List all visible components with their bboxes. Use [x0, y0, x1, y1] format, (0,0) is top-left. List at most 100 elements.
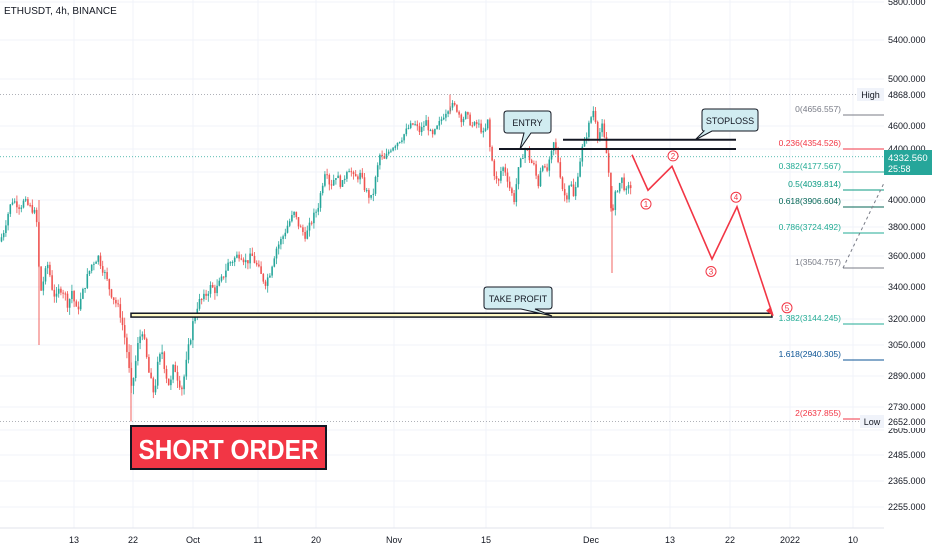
candle-body — [203, 293, 205, 300]
last-price-value: 4332.560 — [888, 153, 928, 164]
candle-body — [176, 372, 179, 381]
candle-body — [75, 301, 78, 307]
candle-body — [574, 187, 577, 197]
candle-body — [374, 176, 377, 194]
candle-body — [361, 172, 364, 178]
take-profit-zone — [130, 312, 773, 318]
candle-body — [343, 178, 346, 181]
time-axis[interactable]: 13 22 Oct 11 20 Nov 15 Dec 13 22 2022 10 — [69, 535, 858, 545]
time-axis-label: 20 — [311, 535, 321, 545]
candle-body — [288, 221, 291, 226]
candle-body — [148, 357, 150, 373]
candle-body — [596, 121, 599, 139]
candle-body — [244, 260, 247, 263]
candle-body — [150, 372, 152, 379]
time-axis-label: Dec — [583, 535, 600, 545]
candle-body — [154, 385, 157, 393]
candle-body — [218, 280, 221, 286]
wave-label: 2 — [671, 152, 676, 161]
candle-body — [119, 304, 122, 318]
elliott-wave-projection[interactable]: 1 2 3 4 5 — [631, 150, 793, 317]
price-axis-label: 2255.000 — [888, 502, 926, 512]
candle-body — [44, 268, 47, 282]
price-axis-label: 3800.000 — [888, 222, 926, 232]
entry-callout[interactable]: ENTRY — [503, 110, 552, 150]
price-axis-label: 3050.000 — [888, 340, 926, 350]
candle-body — [170, 379, 172, 386]
candle-body — [229, 262, 232, 264]
candle-body — [143, 334, 146, 339]
candle-body — [172, 364, 174, 380]
candle-body — [104, 272, 106, 274]
candle-body — [599, 132, 601, 139]
short-order-label: SHORT ORDER — [139, 434, 319, 465]
short-order-banner: SHORT ORDER — [130, 425, 327, 470]
candle-body — [583, 139, 586, 147]
candle-body — [286, 225, 289, 233]
candle-body — [60, 288, 62, 293]
candle-body — [427, 120, 430, 131]
candle-body — [390, 150, 392, 152]
fib-level-label: 0(4656.557) — [795, 104, 841, 114]
symbol-title: ETHUSDT, 4h, BINANCE — [4, 6, 117, 17]
candle-body — [467, 112, 469, 115]
candle-body — [456, 104, 458, 112]
candle-body — [205, 293, 207, 296]
candle-body — [95, 261, 97, 264]
candle-body — [603, 123, 606, 138]
candle-body — [539, 170, 542, 187]
candle-body — [381, 154, 383, 157]
price-axis-label: 4000.000 — [888, 195, 926, 205]
candle-body — [117, 303, 119, 305]
candle-body — [49, 264, 51, 276]
candle-body — [13, 201, 16, 203]
candle-body — [123, 325, 126, 338]
candle-body — [618, 182, 621, 192]
candle-body — [398, 141, 401, 143]
candle-body — [134, 361, 137, 378]
candle-body — [62, 292, 64, 294]
candle-body — [225, 270, 227, 278]
candle-body — [352, 172, 355, 175]
candle-body — [269, 275, 271, 278]
candle-body — [71, 290, 73, 300]
candle-body — [42, 281, 45, 291]
candle-body — [198, 299, 201, 309]
candle-body — [447, 111, 449, 114]
candle-body — [524, 149, 526, 159]
candle-body — [407, 127, 410, 129]
candle-body — [420, 127, 423, 133]
candle-body — [284, 232, 287, 237]
candle-body — [128, 352, 130, 369]
candle-body — [544, 166, 546, 168]
high-price-tag: High 4868.000 — [857, 88, 932, 101]
candle-body — [469, 114, 471, 126]
candle-body — [348, 171, 350, 173]
candle-body — [306, 230, 309, 239]
take-profit-callout[interactable]: TAKE PROFIT — [483, 286, 553, 317]
candle-body — [55, 293, 58, 297]
wave-label: 3 — [709, 268, 714, 277]
candle-body — [209, 284, 212, 294]
candle-body — [27, 199, 29, 205]
fibonacci-extension[interactable]: 0(4656.557) 0.236(4354.526) 0.382(4177.567… — [779, 104, 885, 420]
candle-body — [165, 369, 168, 379]
wave-label-circle — [667, 150, 679, 162]
candle-body — [500, 170, 502, 181]
candle-body — [557, 149, 559, 163]
stoploss-callout[interactable]: STOPLOSS — [694, 108, 759, 141]
candle-body — [548, 159, 551, 171]
candle-body — [346, 172, 348, 179]
candle-body — [222, 276, 225, 278]
candle-body — [304, 231, 306, 239]
candle-body — [610, 172, 612, 209]
candle-body — [376, 165, 379, 177]
wave-label-circle — [705, 266, 717, 277]
candle-body — [579, 161, 581, 177]
candle-body — [530, 160, 533, 164]
candle-body — [115, 299, 117, 304]
low-tag-value: 2652.000 — [888, 417, 926, 427]
candle-body — [383, 156, 386, 159]
candle-body — [506, 172, 509, 182]
